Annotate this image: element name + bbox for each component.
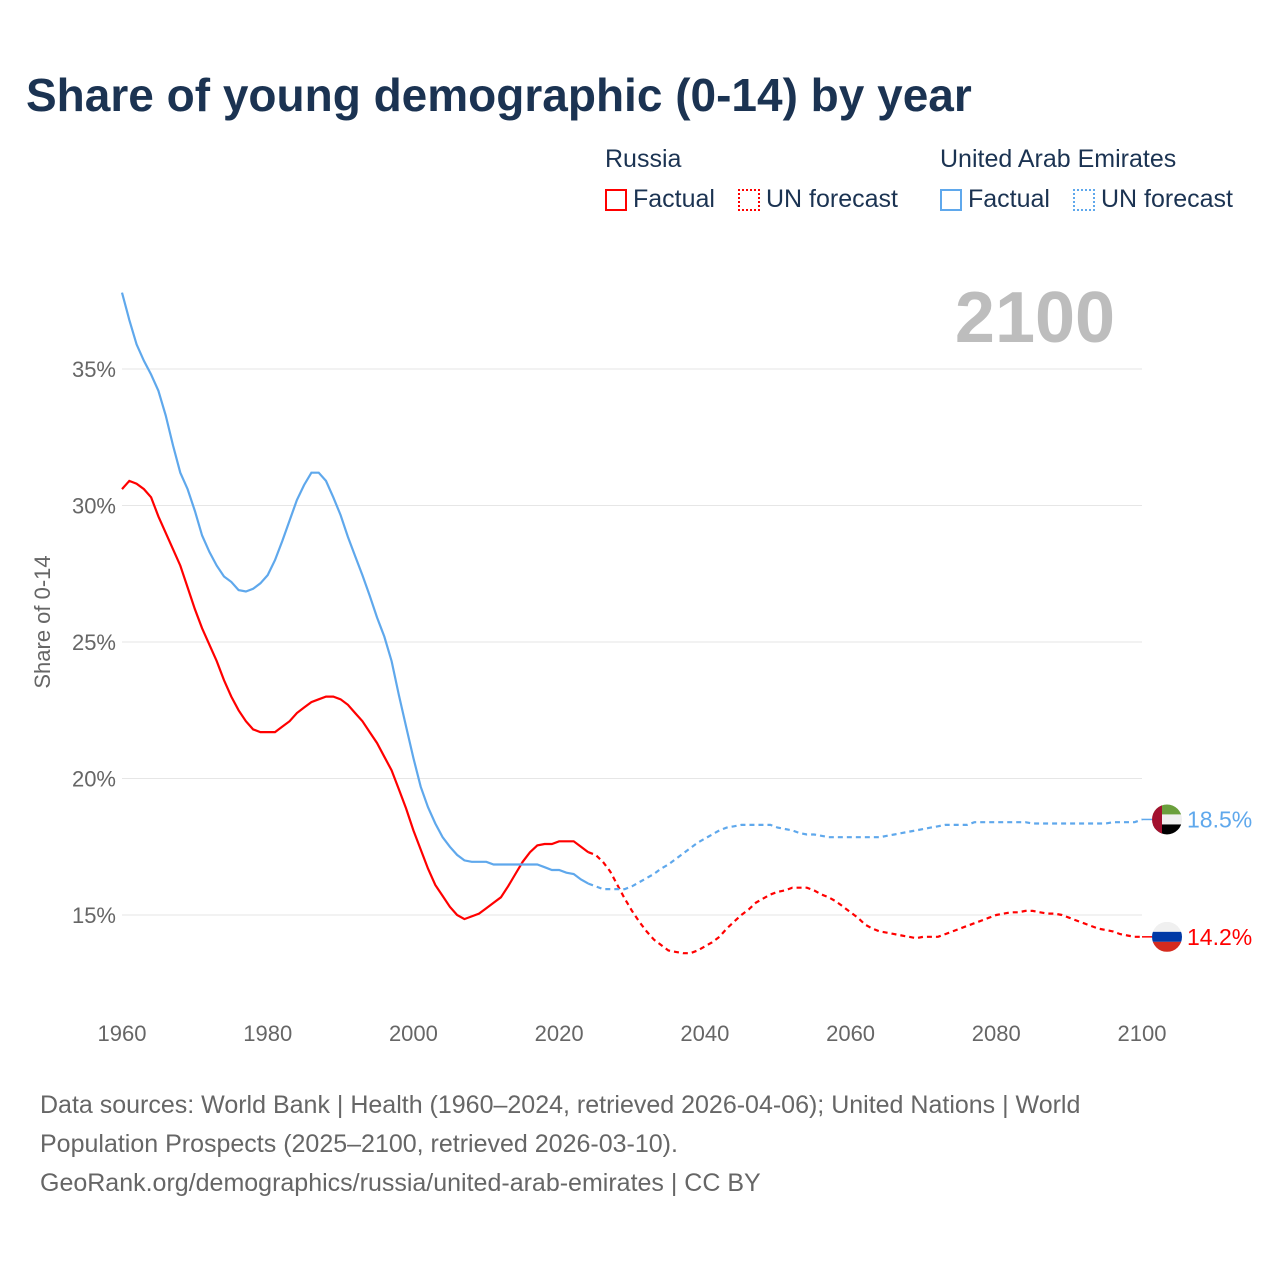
source-link[interactable]: GeoRank.org/demographics/russia/united-a…: [40, 1169, 761, 1197]
series-line-forecast-1: [587, 818, 1143, 891]
data-sources: Data sources: World Bank | Health (1960–…: [40, 1091, 1081, 1158]
legend-uae-factual[interactable]: Factual: [940, 185, 1050, 214]
legend-label: UN forecast: [1101, 185, 1233, 213]
legend-russia-factual[interactable]: Factual: [605, 185, 715, 214]
chart-title: Share of young demographic (0-14) by yea…: [26, 69, 972, 121]
x-tick-label: 2100: [1118, 1021, 1167, 1046]
legend-swatch-dotted: [738, 188, 760, 211]
x-tick-label: 2080: [972, 1021, 1021, 1046]
x-tick-label: 2060: [826, 1021, 875, 1046]
legend-swatch-dotted: [1073, 188, 1095, 211]
y-tick-label: 35%: [72, 357, 116, 382]
x-tick-label: 2020: [535, 1021, 584, 1046]
y-tick-label: 30%: [72, 494, 116, 519]
series-line-forecast-0: [587, 851, 1142, 955]
legend-group-russia: Russia: [605, 145, 682, 173]
legend-group-uae: United Arab Emirates: [940, 145, 1177, 173]
y-tick-label: 20%: [72, 767, 116, 792]
series-line-factual-1: [120, 292, 589, 885]
x-tick-label: 1980: [243, 1021, 292, 1046]
legend-swatch-solid: [605, 188, 627, 211]
uae-flag-icon: [1152, 804, 1182, 835]
russia-flag-icon: [1152, 921, 1182, 952]
legend-uae-forecast[interactable]: UN forecast: [1073, 185, 1233, 214]
year-watermark: 2100: [955, 278, 1115, 358]
legend-label: Factual: [633, 185, 715, 213]
y-axis-label: Share of 0-14: [30, 555, 55, 688]
x-tick-label: 2040: [680, 1021, 729, 1046]
y-tick-label: 15%: [72, 903, 116, 928]
end-value-label: 18.5%: [1187, 806, 1252, 832]
legend-label: Factual: [968, 185, 1050, 213]
x-tick-label: 1960: [98, 1021, 147, 1046]
legend-russia-forecast[interactable]: UN forecast: [738, 185, 898, 214]
end-value-label: 14.2%: [1187, 924, 1252, 950]
y-tick-label: 25%: [72, 630, 116, 655]
footer: Data sources: World Bank | Health (1960–…: [40, 1086, 1160, 1203]
legend-label: UN forecast: [766, 185, 898, 213]
legend-swatch-solid: [940, 188, 962, 211]
x-tick-label: 2000: [389, 1021, 438, 1046]
series-line-factual-0: [121, 479, 589, 921]
